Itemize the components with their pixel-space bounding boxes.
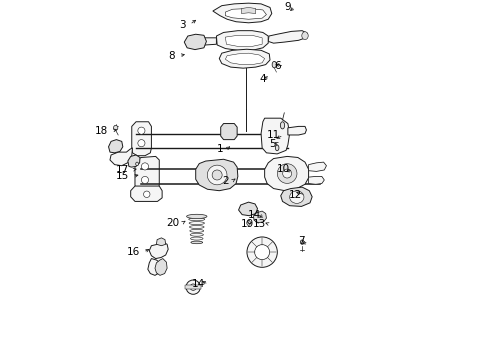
Polygon shape [213,3,272,23]
Polygon shape [149,242,168,258]
Text: 4: 4 [260,74,267,84]
Text: 13: 13 [252,219,266,229]
Polygon shape [191,38,217,47]
Ellipse shape [212,170,222,180]
Ellipse shape [190,233,203,236]
Polygon shape [185,285,201,289]
Text: 14: 14 [248,210,261,220]
Polygon shape [156,238,166,246]
Polygon shape [109,140,123,153]
Text: 14: 14 [192,279,205,289]
Ellipse shape [247,220,250,225]
Ellipse shape [189,218,205,221]
Text: 20: 20 [166,218,179,228]
Text: 1: 1 [217,144,223,154]
Polygon shape [110,148,132,166]
Circle shape [144,191,150,198]
Ellipse shape [255,245,270,260]
Ellipse shape [190,229,204,232]
Text: 16: 16 [126,247,140,257]
Circle shape [142,163,148,170]
Text: 5: 5 [269,139,275,149]
Text: 17: 17 [116,165,129,175]
Circle shape [142,176,148,184]
Ellipse shape [187,214,207,219]
Polygon shape [288,126,306,135]
Polygon shape [217,31,268,50]
Ellipse shape [136,162,139,166]
Text: 12: 12 [289,190,302,200]
Polygon shape [184,34,206,50]
Ellipse shape [277,164,297,183]
Text: 11: 11 [267,130,280,140]
Text: 10: 10 [276,164,290,174]
Text: 8: 8 [169,51,175,61]
Ellipse shape [189,222,204,225]
Ellipse shape [290,191,304,203]
Text: 6: 6 [274,62,281,71]
Polygon shape [239,202,258,216]
Polygon shape [135,156,159,193]
Ellipse shape [190,284,196,291]
Polygon shape [225,35,262,46]
Text: 3: 3 [179,19,186,30]
Polygon shape [253,211,267,223]
Ellipse shape [186,280,200,294]
Ellipse shape [247,237,277,267]
Polygon shape [220,49,270,68]
Polygon shape [225,53,265,64]
Ellipse shape [280,122,285,129]
Ellipse shape [191,241,203,244]
Circle shape [138,127,145,134]
Polygon shape [309,176,324,184]
Ellipse shape [302,32,308,40]
Ellipse shape [300,240,304,244]
Ellipse shape [114,125,118,130]
Ellipse shape [283,169,292,178]
Polygon shape [265,156,309,191]
Polygon shape [309,162,326,171]
Text: 7: 7 [298,237,305,247]
Ellipse shape [275,145,279,151]
Polygon shape [128,155,140,167]
Polygon shape [268,31,308,43]
Ellipse shape [191,237,203,240]
Polygon shape [148,258,161,275]
Ellipse shape [190,225,204,229]
Polygon shape [281,187,312,206]
Text: 9: 9 [285,2,292,12]
Polygon shape [225,9,267,19]
Text: 19: 19 [241,219,254,229]
Ellipse shape [207,165,227,185]
Polygon shape [131,186,162,201]
Polygon shape [242,8,256,14]
Text: 2: 2 [222,176,229,186]
Polygon shape [196,159,238,191]
Circle shape [138,140,145,147]
Polygon shape [261,118,290,154]
Text: 15: 15 [116,171,129,181]
Polygon shape [155,258,167,275]
Text: 18: 18 [95,126,109,136]
Ellipse shape [272,62,276,68]
Polygon shape [132,122,151,156]
Polygon shape [220,123,237,140]
